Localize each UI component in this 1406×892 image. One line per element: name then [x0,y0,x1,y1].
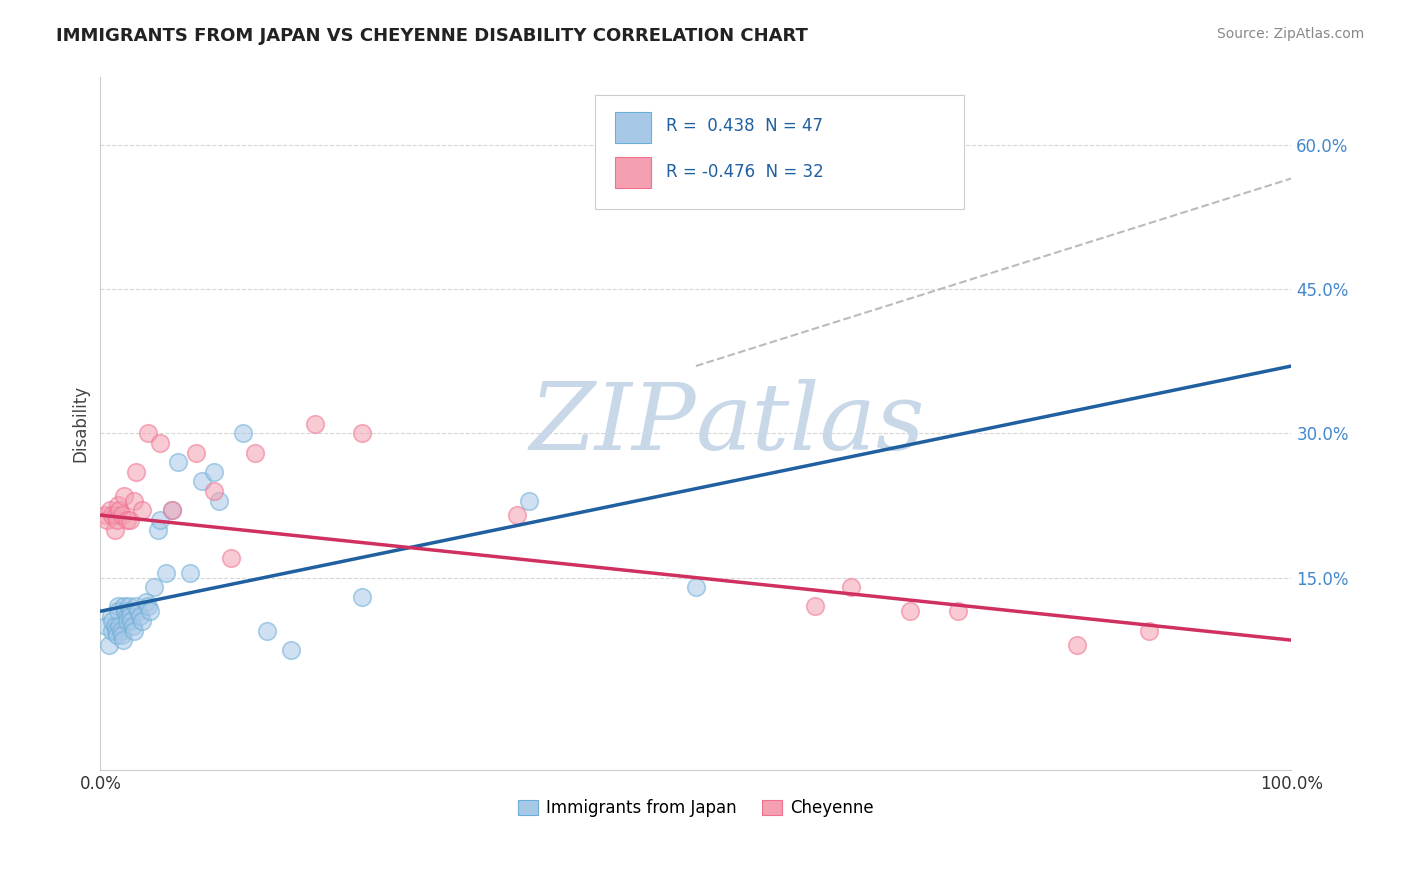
Point [280,642,302,657]
Point [125,599,148,614]
Point [146,523,169,537]
Point [122,624,145,638]
Point [898,604,921,618]
Point [1137,624,1160,638]
Point [208,493,231,508]
Point [160,503,183,517]
Point [160,503,183,517]
Point [1066,638,1088,652]
Point [120,609,142,624]
Point [121,618,143,632]
Text: R = -0.476  N = 32: R = -0.476 N = 32 [666,163,824,181]
Point [101,624,124,638]
Point [105,513,128,527]
Point [108,503,131,517]
Point [149,436,172,450]
Point [685,580,707,594]
Point [104,523,127,537]
Point [111,628,134,642]
Point [352,426,374,441]
FancyBboxPatch shape [595,95,965,209]
Point [96,513,118,527]
Point [111,633,134,648]
Point [202,484,225,499]
FancyBboxPatch shape [614,112,651,144]
Point [101,614,124,628]
Point [131,503,153,517]
Point [111,508,134,522]
Y-axis label: Disability: Disability [72,385,89,462]
Point [118,599,141,614]
Point [232,426,254,441]
Text: atlas: atlas [696,379,925,468]
Point [122,493,145,508]
Point [104,508,127,522]
Point [946,604,969,618]
Point [97,638,120,652]
Point [131,614,153,628]
Point [221,551,243,566]
Point [104,618,127,632]
Point [120,513,142,527]
Point [149,513,172,527]
FancyBboxPatch shape [614,157,651,188]
Point [352,590,374,604]
Point [94,508,117,522]
Point [136,426,159,441]
Point [127,604,149,618]
Point [245,445,267,459]
Point [110,624,132,638]
Point [804,599,827,614]
Point [107,599,129,614]
Point [115,614,138,628]
Point [105,628,128,642]
Point [120,614,142,628]
Point [115,513,138,527]
Point [135,595,157,609]
Point [125,465,148,479]
Point [155,566,177,580]
Point [98,503,121,517]
Text: IMMIGRANTS FROM JAPAN VS CHEYENNE DISABILITY CORRELATION CHART: IMMIGRANTS FROM JAPAN VS CHEYENNE DISABI… [56,27,808,45]
Point [112,489,135,503]
Point [128,609,150,624]
Point [96,618,118,632]
Point [136,599,159,614]
Text: Source: ZipAtlas.com: Source: ZipAtlas.com [1216,27,1364,41]
Point [114,604,136,618]
Text: R =  0.438  N = 47: R = 0.438 N = 47 [666,117,823,135]
Point [100,609,122,624]
Point [839,580,862,594]
Point [202,465,225,479]
Point [107,499,129,513]
Point [304,417,326,431]
Point [166,455,188,469]
Point [506,508,529,522]
Point [179,566,201,580]
Point [184,445,207,459]
Point [107,604,129,618]
Text: ZIP: ZIP [529,379,696,468]
Point [256,624,278,638]
Point [190,475,212,489]
Point [108,618,131,632]
Point [115,609,138,624]
Point [112,599,135,614]
Point [139,604,162,618]
Point [101,508,124,522]
Legend: Immigrants from Japan, Cheyenne: Immigrants from Japan, Cheyenne [512,793,880,824]
Point [104,624,127,638]
Point [517,493,540,508]
Point [120,604,142,618]
Point [142,580,165,594]
